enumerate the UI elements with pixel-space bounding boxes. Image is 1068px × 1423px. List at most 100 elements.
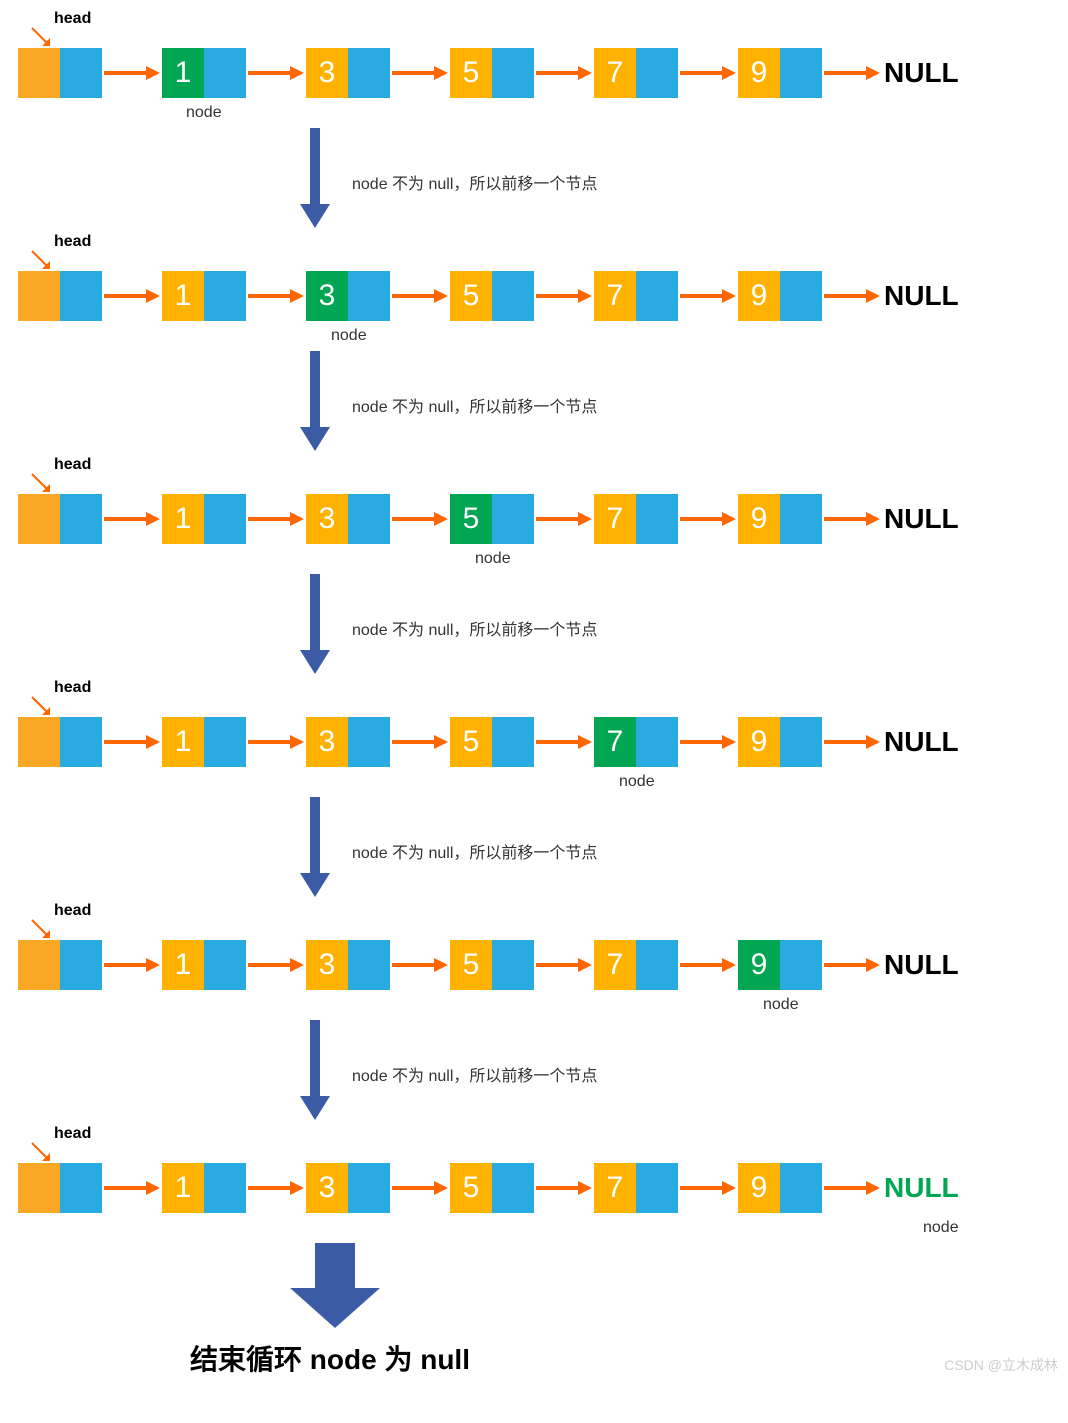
list-node: 7 [594,494,678,544]
transition-block: node 不为 null，所以前移一个节点 [0,797,1068,902]
head-data-cell [18,48,60,98]
link-arrow [678,271,738,321]
link-arrow [822,940,882,990]
list-node: 9 [738,48,822,98]
null-terminator: NULL [882,726,959,758]
list-node: 1 [162,940,246,990]
link-arrow [246,940,306,990]
list-node: 7 [594,940,678,990]
linked-list-row: 1 3 5 7 9 NULL [0,679,1068,767]
next-cell [492,271,534,321]
next-cell [636,494,678,544]
big-down-arrow [285,1243,385,1328]
data-cell: 3 [306,48,348,98]
data-cell: 9 [738,271,780,321]
down-arrow [300,797,330,897]
list-node: 1 [162,271,246,321]
link-arrow [390,48,450,98]
final-text: 结束循环 node 为 null [190,1338,470,1378]
next-cell [780,494,822,544]
list-node: 1 [162,717,246,767]
head-label: head [54,1125,91,1143]
next-cell [204,940,246,990]
next-cell [780,940,822,990]
link-arrow [678,717,738,767]
link-arrow [102,494,162,544]
data-cell: 7 [594,1163,636,1213]
link-arrow [678,940,738,990]
transition-block: node 不为 null，所以前移一个节点 [0,574,1068,679]
down-arrow [300,128,330,228]
data-cell: 3 [306,494,348,544]
head-data-cell [18,940,60,990]
head-node [18,494,102,544]
head-pointer-arrow [28,24,56,52]
list-node: 7 [594,48,678,98]
list-node: 3 [306,940,390,990]
data-cell: 3 [306,940,348,990]
list-node: 9 [738,940,822,990]
link-arrow [534,494,594,544]
link-arrow [822,48,882,98]
data-cell: 7 [594,494,636,544]
link-arrow [822,271,882,321]
step-3: head 1 3 5 7 9 NULLnode [0,679,1068,797]
head-label: head [54,456,91,474]
transition-text: node 不为 null，所以前移一个节点 [352,1062,597,1086]
step-0: head 1 3 5 7 9 NULLnode [0,10,1068,128]
null-terminator: NULL [882,1172,959,1204]
head-next-cell [60,271,102,321]
head-pointer-arrow [28,916,56,944]
next-cell [636,940,678,990]
data-cell: 5 [450,494,492,544]
head-label: head [54,902,91,920]
link-arrow [102,48,162,98]
transition-block: node 不为 null，所以前移一个节点 [0,351,1068,456]
next-cell [780,271,822,321]
head-pointer-arrow [28,470,56,498]
link-arrow [534,271,594,321]
data-cell: 9 [738,48,780,98]
list-node: 7 [594,717,678,767]
next-cell [348,48,390,98]
data-cell: 1 [162,494,204,544]
head-node [18,271,102,321]
next-cell [348,271,390,321]
data-cell: 3 [306,271,348,321]
link-arrow [534,940,594,990]
head-node [18,1163,102,1213]
list-node: 1 [162,1163,246,1213]
data-cell: 5 [450,48,492,98]
head-pointer-arrow [28,1139,56,1167]
down-arrow [300,574,330,674]
next-cell [492,1163,534,1213]
node-pointer-label: node [186,104,222,122]
next-cell [636,717,678,767]
node-pointer-label: node [475,550,511,568]
link-arrow [822,494,882,544]
transition-block: node 不为 null，所以前移一个节点 [0,128,1068,233]
next-cell [348,717,390,767]
linked-list-traversal-diagram: head 1 3 5 7 9 NULLnode node 不为 null，所以前… [0,0,1068,1423]
list-node: 1 [162,494,246,544]
watermark: CSDN @立木成林 [944,1355,1058,1375]
head-data-cell [18,271,60,321]
list-node: 1 [162,48,246,98]
head-next-cell [60,494,102,544]
list-node: 5 [450,271,534,321]
list-node: 3 [306,271,390,321]
link-arrow [390,494,450,544]
step-1: head 1 3 5 7 9 NULLnode [0,233,1068,351]
data-cell: 3 [306,1163,348,1213]
data-cell: 9 [738,717,780,767]
head-data-cell [18,1163,60,1213]
list-node: 5 [450,48,534,98]
next-cell [204,717,246,767]
head-next-cell [60,940,102,990]
transition-text: node 不为 null，所以前移一个节点 [352,839,597,863]
link-arrow [678,1163,738,1213]
list-node: 9 [738,271,822,321]
linked-list-row: 1 3 5 7 9 NULL [0,902,1068,990]
data-cell: 9 [738,940,780,990]
head-next-cell [60,717,102,767]
